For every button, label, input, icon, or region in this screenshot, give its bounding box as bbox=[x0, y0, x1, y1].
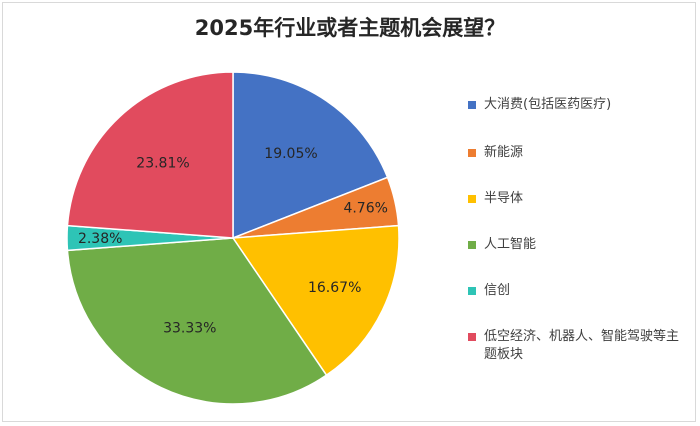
data-label-theme-sectors: 23.81% bbox=[136, 156, 189, 172]
legend-item-consumer: 大消费(包括医药医疗) bbox=[468, 96, 684, 114]
legend-label: 低空经济、机器人、智能驾驶等主题板块 bbox=[484, 329, 680, 362]
pie-slice-theme-sectors bbox=[66, 71, 234, 239]
pie-slice-semiconductor bbox=[231, 224, 400, 377]
legend-label: 人工智能 bbox=[484, 237, 537, 252]
legend-swatch bbox=[468, 101, 476, 109]
legend-item-new-energy: 新能源 bbox=[468, 144, 684, 162]
data-label-xinchuang: 2.38% bbox=[78, 231, 122, 247]
legend-swatch bbox=[468, 287, 476, 295]
legend-swatch bbox=[468, 195, 476, 203]
data-label-semiconductor: 16.67% bbox=[308, 280, 361, 296]
legend-label: 大消费(包括医药医疗) bbox=[484, 97, 612, 112]
data-label-ai: 33.33% bbox=[163, 321, 216, 337]
legend-swatch bbox=[468, 149, 476, 157]
data-label-consumer: 19.05% bbox=[264, 146, 317, 162]
legend-item-semiconductor: 半导体 bbox=[468, 190, 684, 208]
legend-item-xinchuang: 信创 bbox=[468, 282, 684, 300]
legend-item-ai: 人工智能 bbox=[468, 236, 684, 254]
pie-slice-consumer bbox=[232, 71, 389, 240]
legend-swatch bbox=[468, 333, 476, 341]
legend-label: 半导体 bbox=[484, 191, 524, 206]
data-label-new-energy: 4.76% bbox=[343, 201, 387, 217]
pie-slice-ai bbox=[66, 237, 328, 405]
chart-title: 2025年行业或者主题机会展望？ bbox=[194, 16, 506, 40]
legend-label: 信创 bbox=[484, 283, 511, 298]
legend-item-theme-sectors: 低空经济、机器人、智能驾驶等主题板块 bbox=[468, 328, 684, 364]
legend-label: 新能源 bbox=[484, 145, 524, 160]
legend-swatch bbox=[468, 241, 476, 249]
